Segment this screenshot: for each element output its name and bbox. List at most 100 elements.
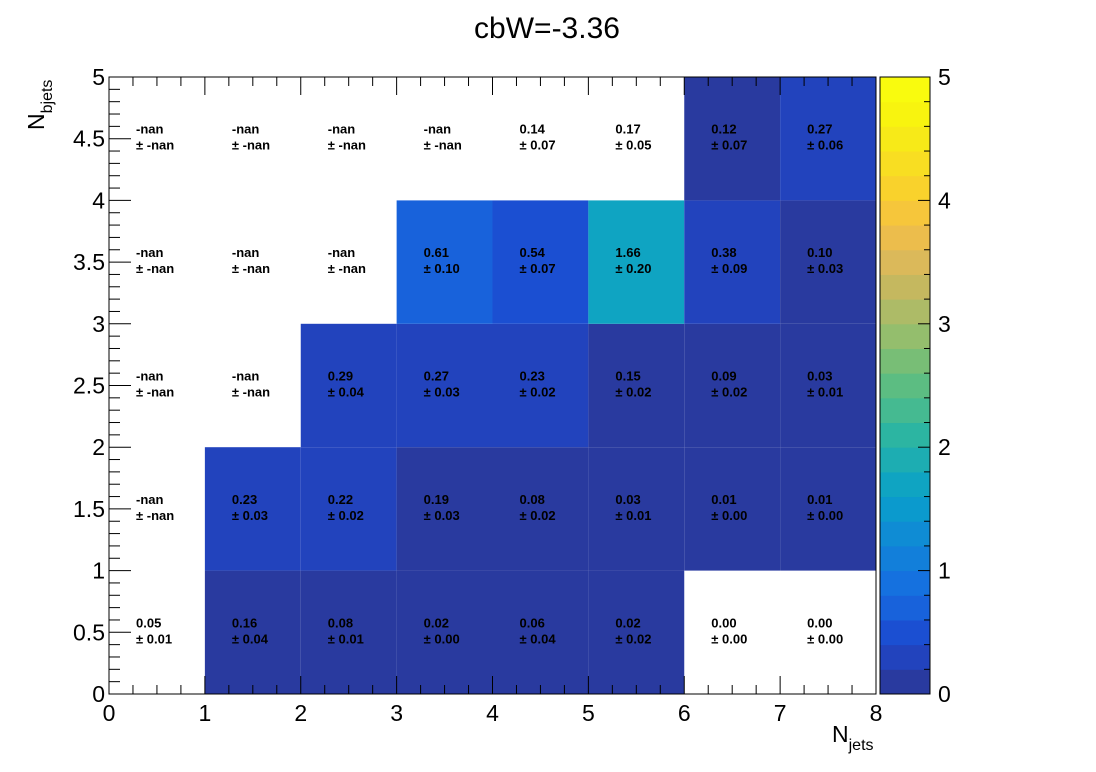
- cell-value-label: 0.54: [520, 245, 546, 260]
- heatmap-cell-labels: 0.05± 0.010.16± 0.040.08± 0.010.02± 0.00…: [136, 122, 843, 647]
- colorbar-swatch: [880, 299, 930, 325]
- cell-error-label: ± -nan: [232, 385, 270, 400]
- cell-error-label: ± 0.03: [424, 385, 460, 400]
- heatmap-cell: [396, 570, 493, 694]
- cell-error-label: ± -nan: [232, 261, 270, 276]
- cell-value-label: 0.03: [615, 492, 640, 507]
- colorbar-tick-label: 5: [938, 64, 951, 90]
- cell-error-label: ± 0.07: [711, 138, 747, 153]
- cell-error-label: ± -nan: [232, 138, 270, 153]
- heatmap-cell: [588, 200, 685, 324]
- heatmap-cell: [780, 200, 876, 324]
- cell-error-label: ± 0.07: [520, 261, 556, 276]
- cell-error-label: ± 0.00: [807, 631, 843, 646]
- colorbar: [880, 77, 930, 695]
- heatmap-cell: [396, 447, 493, 571]
- cell-error-label: ± 0.20: [615, 261, 651, 276]
- heatmap-cell: [684, 323, 781, 448]
- cell-value-label: 0.22: [328, 492, 353, 507]
- cell-error-label: ± 0.02: [520, 385, 556, 400]
- x-tick-label: 2: [294, 700, 307, 726]
- heatmap-cell: [588, 570, 685, 694]
- colorbar-swatch: [880, 644, 930, 670]
- cell-value-label: 0.05: [136, 615, 161, 630]
- x-tick-label: 6: [678, 700, 691, 726]
- y-tick-label: 5: [92, 64, 105, 90]
- cell-value-label: 0.27: [424, 369, 449, 384]
- heatmap-cell: [492, 200, 589, 324]
- x-tick-label: 8: [870, 700, 883, 726]
- cell-value-label: 0.15: [615, 369, 640, 384]
- heatmap-cell: [492, 447, 589, 571]
- cell-error-label: ± -nan: [328, 261, 366, 276]
- cell-error-label: ± -nan: [136, 138, 174, 153]
- cell-value-label: 0.02: [424, 615, 449, 630]
- cell-value-label: -nan: [232, 245, 260, 260]
- colorbar-tick-label: 2: [938, 434, 951, 460]
- cell-error-label: ± 0.03: [807, 261, 843, 276]
- y-axis-label-sub: bjets: [39, 80, 56, 114]
- y-tick-label: 0.5: [73, 619, 105, 645]
- cell-value-label: 0.01: [807, 492, 832, 507]
- colorbar-swatch: [880, 619, 930, 646]
- y-tick-label: 3: [92, 311, 105, 337]
- colorbar-tick-labels: 0 1 2 3 4 5: [938, 64, 951, 707]
- colorbar-swatch: [880, 77, 930, 103]
- cell-error-label: ± 0.09: [711, 261, 747, 276]
- heatmap-cell: [780, 77, 876, 201]
- colorbar-swatch: [880, 274, 930, 300]
- heatmap-cell: [396, 200, 493, 324]
- cell-value-label: 0.09: [711, 369, 736, 384]
- y-tick-label: 1.5: [73, 496, 105, 522]
- cell-value-label: -nan: [136, 245, 164, 260]
- y-axis-label: Nbjets: [23, 80, 56, 130]
- x-tick-label: 0: [103, 700, 116, 726]
- cell-error-label: ± 0.01: [807, 385, 843, 400]
- cell-value-label: -nan: [328, 122, 356, 137]
- x-axis-label: Njets: [832, 721, 874, 754]
- colorbar-swatch: [880, 323, 930, 349]
- x-axis-tick-labels: 0 1 2 3 4 5 6 7 8: [103, 700, 883, 726]
- y-tick-label: 2: [92, 434, 105, 460]
- colorbar-swatch: [880, 447, 930, 473]
- cell-error-label: ± 0.02: [615, 385, 651, 400]
- heatmap-cell: [204, 447, 301, 571]
- y-tick-label: 4.5: [73, 126, 105, 152]
- colorbar-swatch: [880, 570, 930, 596]
- colorbar-swatch: [880, 225, 930, 251]
- cell-value-label: -nan: [136, 369, 164, 384]
- cell-value-label: 1.66: [615, 245, 640, 260]
- heatmap-cell: [492, 570, 589, 694]
- colorbar-tick-label: 3: [938, 311, 951, 337]
- cell-error-label: ± 0.04: [520, 631, 557, 646]
- cell-value-label: 0.08: [520, 492, 545, 507]
- x-tick-label: 5: [582, 700, 595, 726]
- x-tick-label: 4: [486, 700, 499, 726]
- colorbar-swatch: [880, 545, 930, 572]
- x-axis-label-main: N: [832, 721, 849, 747]
- colorbar-swatch: [880, 496, 930, 522]
- cell-value-label: 0.08: [328, 615, 353, 630]
- colorbar-swatch: [880, 348, 930, 374]
- cell-value-label: 0.10: [807, 245, 832, 260]
- cell-error-label: ± 0.02: [711, 385, 747, 400]
- cell-value-label: -nan: [232, 369, 260, 384]
- heatmap-cell: [300, 447, 397, 571]
- colorbar-ticks: [918, 76, 930, 695]
- x-tick-label: 3: [390, 700, 403, 726]
- heatmap-cell: [780, 447, 876, 571]
- heatmap-cell: [684, 77, 781, 201]
- cell-error-label: ± 0.06: [807, 138, 843, 153]
- cell-value-label: -nan: [424, 122, 452, 137]
- heatmap-cells: [204, 77, 876, 694]
- heatmap-cell: [588, 323, 685, 448]
- colorbar-swatch: [880, 175, 930, 201]
- cell-value-label: -nan: [136, 492, 164, 507]
- cell-value-label: 0.03: [807, 369, 832, 384]
- cell-value-label: 0.14: [520, 122, 546, 137]
- cell-error-label: ± 0.10: [424, 261, 460, 276]
- cell-error-label: ± -nan: [136, 508, 174, 523]
- cell-error-label: ± 0.00: [807, 508, 843, 523]
- heatmap-cell: [300, 323, 397, 448]
